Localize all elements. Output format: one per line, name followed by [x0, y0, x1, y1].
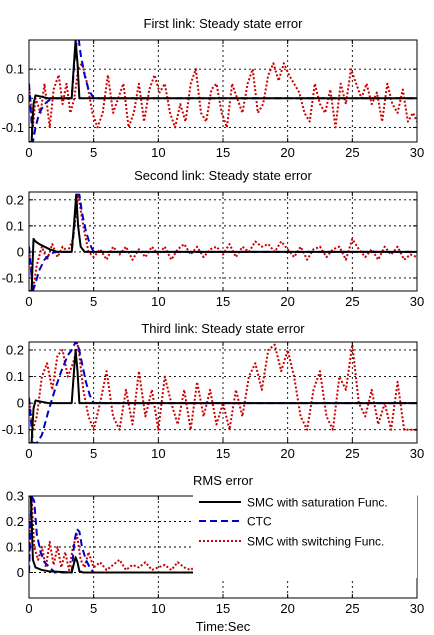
- x-tick-label: 5: [90, 294, 97, 309]
- x-tick-label: 25: [345, 446, 359, 461]
- x-tick-label: 25: [345, 601, 359, 616]
- x-tick-label: 10: [151, 446, 165, 461]
- y-tick-label: 0.3: [6, 489, 24, 504]
- x-tick-label: 10: [151, 145, 165, 160]
- plot-title: Second link: Steady state error: [134, 168, 312, 183]
- series-line-2: [29, 342, 417, 443]
- plot-title: First link: Steady state error: [144, 16, 304, 31]
- y-tick-label: 0: [17, 565, 24, 580]
- plot-panel-4: RMS error 0 5 10 15 20 25 30 0 0.1 0.2 0.3 Time:Sec S…: [6, 473, 424, 634]
- legend-box: [193, 494, 417, 578]
- plot-panel-1: First link: Steady state error 0 5 10 15 20 25…: [2, 16, 425, 160]
- x-tick-label: 0: [25, 294, 32, 309]
- y-tick-label: 0: [17, 244, 24, 259]
- x-tick-label: 20: [280, 446, 294, 461]
- y-tick-label: 0.2: [6, 514, 24, 529]
- y-tick-label: 0.1: [6, 540, 24, 555]
- plot-panel-2: Second link: Steady state error 0 5 10 15 20 2…: [2, 168, 425, 309]
- plot-title: Third link: Steady state error: [141, 321, 305, 336]
- y-tick-label: 0: [17, 396, 24, 411]
- x-tick-label: 0: [25, 446, 32, 461]
- legend-label-2: CTC: [247, 515, 272, 529]
- legend-label-3: SMC with switching Func.: [247, 535, 384, 549]
- y-tick-label: 0.1: [6, 369, 24, 384]
- series-line-3: [29, 62, 417, 129]
- x-tick-label: 20: [280, 601, 294, 616]
- x-tick-label: 0: [25, 145, 32, 160]
- x-tick-label: 5: [90, 145, 97, 160]
- y-tick-label: 0.2: [6, 342, 24, 357]
- y-tick-label: 0.1: [6, 62, 24, 77]
- y-tick-label: 0.2: [6, 192, 24, 207]
- x-tick-label: 20: [280, 294, 294, 309]
- x-tick-label: 10: [151, 601, 165, 616]
- x-tick-label: 15: [216, 145, 230, 160]
- series-line-1: [29, 349, 417, 443]
- legend: SMC with saturation Func. CTC SMC with swi…: [193, 494, 417, 578]
- x-tick-label: 0: [25, 601, 32, 616]
- x-tick-label: 15: [216, 294, 230, 309]
- series-line-1: [29, 496, 417, 574]
- y-tick-label: 0: [17, 91, 24, 106]
- y-tick-label: -0.1: [2, 270, 24, 285]
- y-tick-label: -0.1: [2, 120, 24, 135]
- x-tick-label: 5: [90, 601, 97, 616]
- x-axis-label: Time:Sec: [196, 619, 251, 634]
- x-tick-label: 5: [90, 446, 97, 461]
- legend-label-1: SMC with saturation Func.: [247, 496, 388, 510]
- x-tick-label: 30: [410, 294, 424, 309]
- x-tick-label: 10: [151, 294, 165, 309]
- x-tick-label: 30: [410, 446, 424, 461]
- x-tick-label: 15: [216, 446, 230, 461]
- plot-panel-3: Third link: Steady state error 0 5 10 15 20 25…: [2, 321, 425, 461]
- plot-title: RMS error: [193, 473, 254, 488]
- series-line-3: [29, 343, 417, 431]
- y-tick-label: -0.1: [2, 422, 24, 437]
- x-tick-label: 15: [216, 601, 230, 616]
- x-tick-label: 20: [280, 145, 294, 160]
- x-tick-label: 30: [410, 601, 424, 616]
- plot-area: [29, 192, 417, 291]
- y-tick-label: 0.1: [6, 218, 24, 233]
- x-tick-label: 25: [345, 294, 359, 309]
- series-line-1: [29, 40, 417, 142]
- series-line-3: [29, 496, 417, 571]
- x-tick-label: 25: [345, 145, 359, 160]
- series-line-1: [29, 193, 417, 291]
- x-tick-label: 30: [410, 145, 424, 160]
- series-line-2: [29, 193, 417, 291]
